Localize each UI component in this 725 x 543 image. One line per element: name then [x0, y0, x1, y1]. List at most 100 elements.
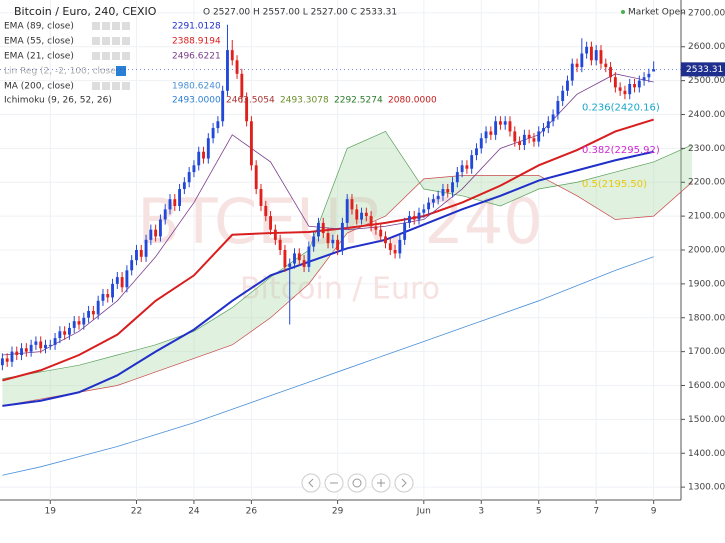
candle-body	[642, 77, 646, 81]
fib-label: 0.5(2195.50)	[582, 179, 647, 190]
candle-body	[508, 121, 512, 132]
candle-body	[77, 321, 81, 325]
market-status: Market Open	[628, 8, 686, 18]
y-tick-label: 1300.00	[688, 483, 725, 493]
candle-body	[336, 239, 340, 250]
visibility-icon[interactable]	[116, 66, 126, 76]
legend-name: MA (200, close)	[4, 82, 74, 92]
candle-body	[326, 233, 330, 244]
candle-body	[154, 229, 158, 237]
y-tick-label: 1800.00	[688, 313, 725, 323]
legend-button[interactable]	[122, 52, 130, 60]
legend-button[interactable]	[102, 82, 110, 90]
scroll-left-button[interactable]	[301, 473, 321, 493]
candle-body	[10, 351, 14, 362]
candle-body	[130, 260, 134, 271]
legend-button[interactable]	[122, 22, 130, 30]
legend-button[interactable]	[92, 82, 100, 90]
candle-body	[317, 222, 320, 237]
ichimoku-value: 2292.5274	[334, 96, 383, 106]
reset-button[interactable]	[347, 473, 367, 493]
candle-body	[216, 121, 220, 129]
legend-button[interactable]	[102, 37, 110, 45]
legend-button[interactable]	[92, 37, 100, 45]
candle-body	[5, 358, 9, 362]
cloud-span	[2, 130, 693, 380]
candle-body	[115, 277, 119, 284]
cloud-span	[2, 175, 693, 407]
candle-body	[187, 172, 191, 183]
candle-body	[350, 199, 354, 210]
last-price-badge	[681, 62, 725, 77]
ichimoku-value: 2463.5054	[226, 96, 275, 106]
candle-body	[96, 300, 100, 315]
legend: Bitcoin / Euro, 240, CEXIO O 2527.00 H 2…	[4, 5, 686, 106]
y-tick-label: 1600.00	[688, 381, 725, 391]
legend-button[interactable]	[112, 82, 120, 90]
candle-body	[125, 270, 129, 288]
legend-value: 1980.6240	[172, 82, 221, 92]
candle-body	[312, 236, 316, 247]
candle-body	[436, 195, 440, 200]
candle-body	[484, 131, 488, 139]
legend-button[interactable]	[112, 37, 120, 45]
x-tick-label: 26	[246, 507, 258, 517]
candle-body	[393, 250, 397, 254]
candle-body	[163, 209, 167, 220]
legend-button[interactable]	[122, 82, 130, 90]
legend-button[interactable]	[92, 22, 100, 30]
candle-body	[29, 344, 33, 352]
legend-button[interactable]	[112, 22, 120, 30]
scroll-right-button[interactable]	[394, 473, 414, 493]
candle-body	[360, 212, 363, 220]
candle-body	[422, 209, 426, 213]
legend-value: 2388.9194	[172, 37, 221, 47]
legend-name: EMA (89, close)	[4, 22, 74, 32]
candle-body	[408, 216, 411, 223]
candle-body	[135, 250, 138, 261]
candle-body	[580, 53, 584, 68]
x-tick-label: 7	[593, 507, 599, 517]
candle-body	[355, 209, 359, 220]
candle-body	[240, 73, 244, 98]
x-tick-label: 9	[651, 507, 657, 517]
candle-body	[542, 128, 545, 132]
candle-body	[431, 199, 435, 203]
legend-button[interactable]	[92, 52, 100, 60]
legend-button[interactable]	[102, 52, 110, 60]
candle-body	[479, 138, 483, 149]
candle-body	[254, 165, 258, 190]
candle-body	[345, 199, 349, 223]
candle-body	[278, 239, 282, 250]
candle-body	[302, 260, 306, 267]
x-tick-label: 22	[131, 507, 142, 517]
legend-button[interactable]	[122, 37, 130, 45]
candle-body	[585, 46, 589, 54]
candle-body	[561, 90, 565, 101]
candle-body	[537, 131, 541, 142]
candle-body	[0, 358, 4, 366]
candle-body	[245, 97, 249, 122]
candle-body	[144, 239, 148, 257]
candle-body	[182, 182, 186, 190]
x-tick-label: 24	[188, 507, 200, 517]
zoom-controls	[301, 473, 414, 493]
candle-body	[235, 60, 239, 74]
candle-body	[221, 90, 225, 122]
candle-body	[206, 138, 210, 159]
candle-body	[546, 121, 550, 129]
candle-body	[44, 344, 47, 349]
candle-body	[202, 151, 205, 159]
ichimoku-cloud	[2, 130, 693, 407]
candle-body	[623, 90, 627, 95]
candle-body	[379, 229, 383, 237]
cloud-fill	[2, 131, 692, 406]
legend-button[interactable]	[102, 22, 110, 30]
candle-body	[518, 141, 522, 145]
legend-button[interactable]	[112, 52, 120, 60]
y-tick-label: 1400.00	[688, 449, 725, 459]
candle-body	[451, 182, 454, 193]
candle-body	[168, 199, 172, 210]
candle-body	[173, 199, 177, 206]
y-tick-label: 1700.00	[688, 347, 725, 357]
